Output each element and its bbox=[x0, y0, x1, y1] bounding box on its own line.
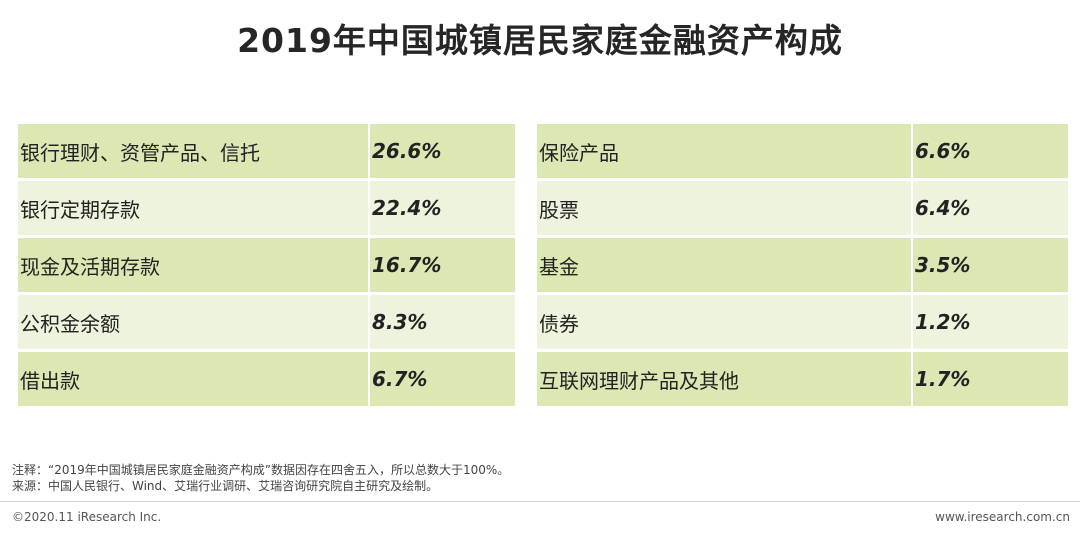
data-value: 1.2% bbox=[911, 295, 1068, 349]
website-text: www.iresearch.com.cn bbox=[935, 510, 1070, 524]
data-value: 6.7% bbox=[368, 352, 515, 406]
category-label: 借出款 bbox=[18, 352, 368, 406]
right-data-table: 保险产品 6.6% 股票 6.4% 基金 3.5% 债券 1.2% 互联网理财产品及其他 1.7% bbox=[537, 121, 1068, 409]
table-row: 银行定期存款 22.4% bbox=[18, 181, 515, 235]
category-label: 银行理财、资管产品、信托 bbox=[18, 124, 368, 178]
table-row: 现金及活期存款 16.7% bbox=[18, 238, 515, 292]
chart-title: 2019年中国城镇居民家庭金融资产构成 bbox=[237, 21, 843, 60]
note-text: 注释：“2019年中国城镇居民家庭金融资产构成”数据因存在四舍五入，所以总数大于… bbox=[12, 463, 510, 477]
footer-divider bbox=[0, 501, 1080, 502]
data-value: 1.7% bbox=[911, 352, 1068, 406]
category-label: 现金及活期存款 bbox=[18, 238, 368, 292]
table-row: 股票 6.4% bbox=[537, 181, 1068, 235]
category-label: 互联网理财产品及其他 bbox=[537, 352, 911, 406]
data-value: 3.5% bbox=[911, 238, 1068, 292]
category-label: 债券 bbox=[537, 295, 911, 349]
data-value: 8.3% bbox=[368, 295, 515, 349]
right-table-body: 保险产品 6.6% 股票 6.4% 基金 3.5% 债券 1.2% 互联网理财产品及其他 1.7% bbox=[537, 124, 1068, 406]
data-value: 16.7% bbox=[368, 238, 515, 292]
table-row: 债券 1.2% bbox=[537, 295, 1068, 349]
table-row: 基金 3.5% bbox=[537, 238, 1068, 292]
category-label: 公积金余额 bbox=[18, 295, 368, 349]
copyright-text: ©2020.11 iResearch Inc. bbox=[12, 510, 162, 524]
category-label: 银行定期存款 bbox=[18, 181, 368, 235]
data-value: 6.4% bbox=[911, 181, 1068, 235]
data-value: 26.6% bbox=[368, 124, 515, 178]
left-data-table: 银行理财、资管产品、信托 26.6% 银行定期存款 22.4% 现金及活期存款 16.7%… bbox=[18, 121, 515, 409]
data-value: 6.6% bbox=[911, 124, 1068, 178]
category-label: 保险产品 bbox=[537, 124, 911, 178]
table-row: 公积金余额 8.3% bbox=[18, 295, 515, 349]
table-row: 保险产品 6.6% bbox=[537, 124, 1068, 178]
data-value: 22.4% bbox=[368, 181, 515, 235]
table-row: 互联网理财产品及其他 1.7% bbox=[537, 352, 1068, 406]
table-row: 借出款 6.7% bbox=[18, 352, 515, 406]
notes-block: 注释：“2019年中国城镇居民家庭金融资产构成”数据因存在四舍五入，所以总数大于… bbox=[12, 462, 509, 494]
table-row: 银行理财、资管产品、信托 26.6% bbox=[18, 124, 515, 178]
source-text: 来源：中国人民银行、Wind、艾瑞行业调研、艾瑞咨询研究院自主研究及绘制。 bbox=[12, 479, 439, 493]
category-label: 股票 bbox=[537, 181, 911, 235]
category-label: 基金 bbox=[537, 238, 911, 292]
left-table-body: 银行理财、资管产品、信托 26.6% 银行定期存款 22.4% 现金及活期存款 16.7%… bbox=[18, 124, 515, 406]
